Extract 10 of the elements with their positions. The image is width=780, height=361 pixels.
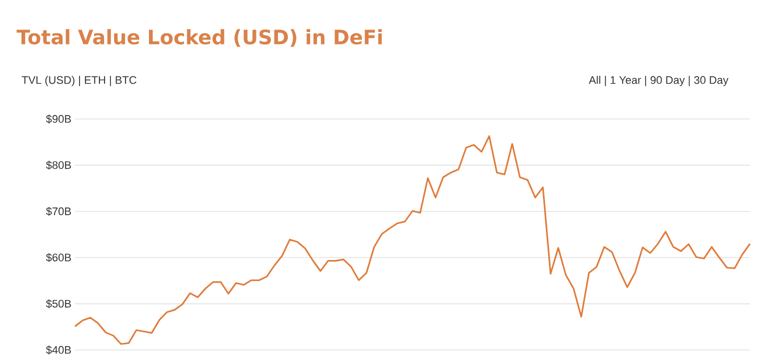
text: TVL (USD) | ETH | BTC: [22, 76, 136, 86]
chart-title: Total Value Locked (USD) in DeFi: [16, 29, 382, 47]
line-series: [74, 135, 751, 345]
y-tick-label: $50B: [46, 299, 71, 308]
y-tick-label: $40B: [46, 346, 71, 354]
y-tick-label: $90B: [46, 114, 71, 124]
text: All | 1 Year | 90 Day | 30 Day: [588, 76, 728, 86]
y-tick-label: $70B: [46, 206, 71, 216]
y-tick-label: $60B: [46, 253, 71, 262]
y-tick-label: $80B: [46, 160, 71, 170]
